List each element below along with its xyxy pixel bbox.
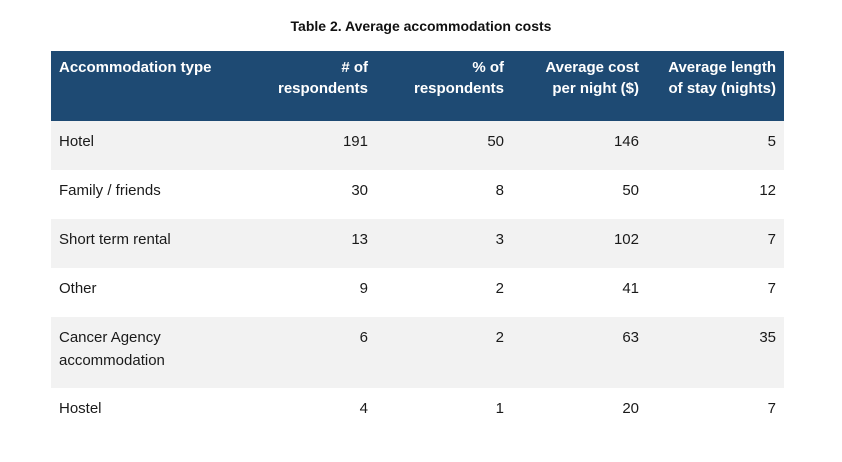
cell-count: 6	[359, 329, 368, 346]
cell-percent: 3	[495, 231, 504, 248]
header-pct-respondents: % of respondents	[413, 59, 504, 97]
cell-stay: 5	[767, 133, 776, 150]
table-row: Short term rental 13 3 102 7	[51, 219, 784, 268]
table-row: Family / friends 30 8 50 12	[51, 170, 784, 219]
cell-type: Hostel	[59, 400, 102, 417]
cell-type: Family / friends	[59, 182, 161, 199]
cell-type: Cancer Agency accommodation	[59, 329, 165, 369]
cell-stay: 7	[767, 400, 776, 417]
cell-percent: 2	[495, 329, 504, 346]
table-row: Cancer Agency accommodation 6 2 63 35	[51, 317, 784, 388]
cell-stay: 12	[759, 182, 776, 199]
table-row: Other 9 2 41 7	[51, 268, 784, 317]
cell-type: Other	[59, 280, 97, 297]
header-num-respondents: # of respondents	[277, 59, 368, 97]
accommodation-costs-table: Accommodation type # of respondents % of…	[51, 51, 784, 437]
table-row: Hotel 191 50 146 5	[51, 121, 784, 170]
cell-cost: 102	[613, 231, 639, 248]
cell-cost: 63	[622, 329, 639, 346]
cell-type: Short term rental	[59, 231, 171, 248]
cell-percent: 1	[495, 400, 504, 417]
cell-count: 30	[351, 182, 368, 199]
cell-count: 4	[359, 400, 368, 417]
cell-cost: 146	[613, 133, 639, 150]
table-row: Hostel 4 1 20 7	[51, 388, 784, 437]
cell-percent: 2	[495, 280, 504, 297]
cell-cost: 50	[622, 182, 639, 199]
cell-cost: 41	[622, 280, 639, 297]
cell-percent: 50	[487, 133, 504, 150]
cell-count: 9	[359, 280, 368, 297]
cell-count: 13	[351, 231, 368, 248]
cell-stay: 7	[767, 231, 776, 248]
table-caption: Table 2. Average accommodation costs	[290, 18, 552, 34]
cell-stay: 7	[767, 280, 776, 297]
cell-stay: 35	[759, 329, 776, 346]
cell-type: Hotel	[59, 133, 95, 150]
cell-percent: 8	[495, 182, 504, 199]
cell-count: 191	[342, 133, 368, 150]
table-header-row: Accommodation type # of respondents % of…	[51, 51, 784, 121]
header-avg-stay: Average length of stay (nights)	[668, 59, 776, 97]
header-avg-cost: Average cost per night ($)	[545, 59, 639, 97]
cell-cost: 20	[622, 400, 639, 417]
header-accommodation-type: Accommodation type	[59, 59, 212, 76]
